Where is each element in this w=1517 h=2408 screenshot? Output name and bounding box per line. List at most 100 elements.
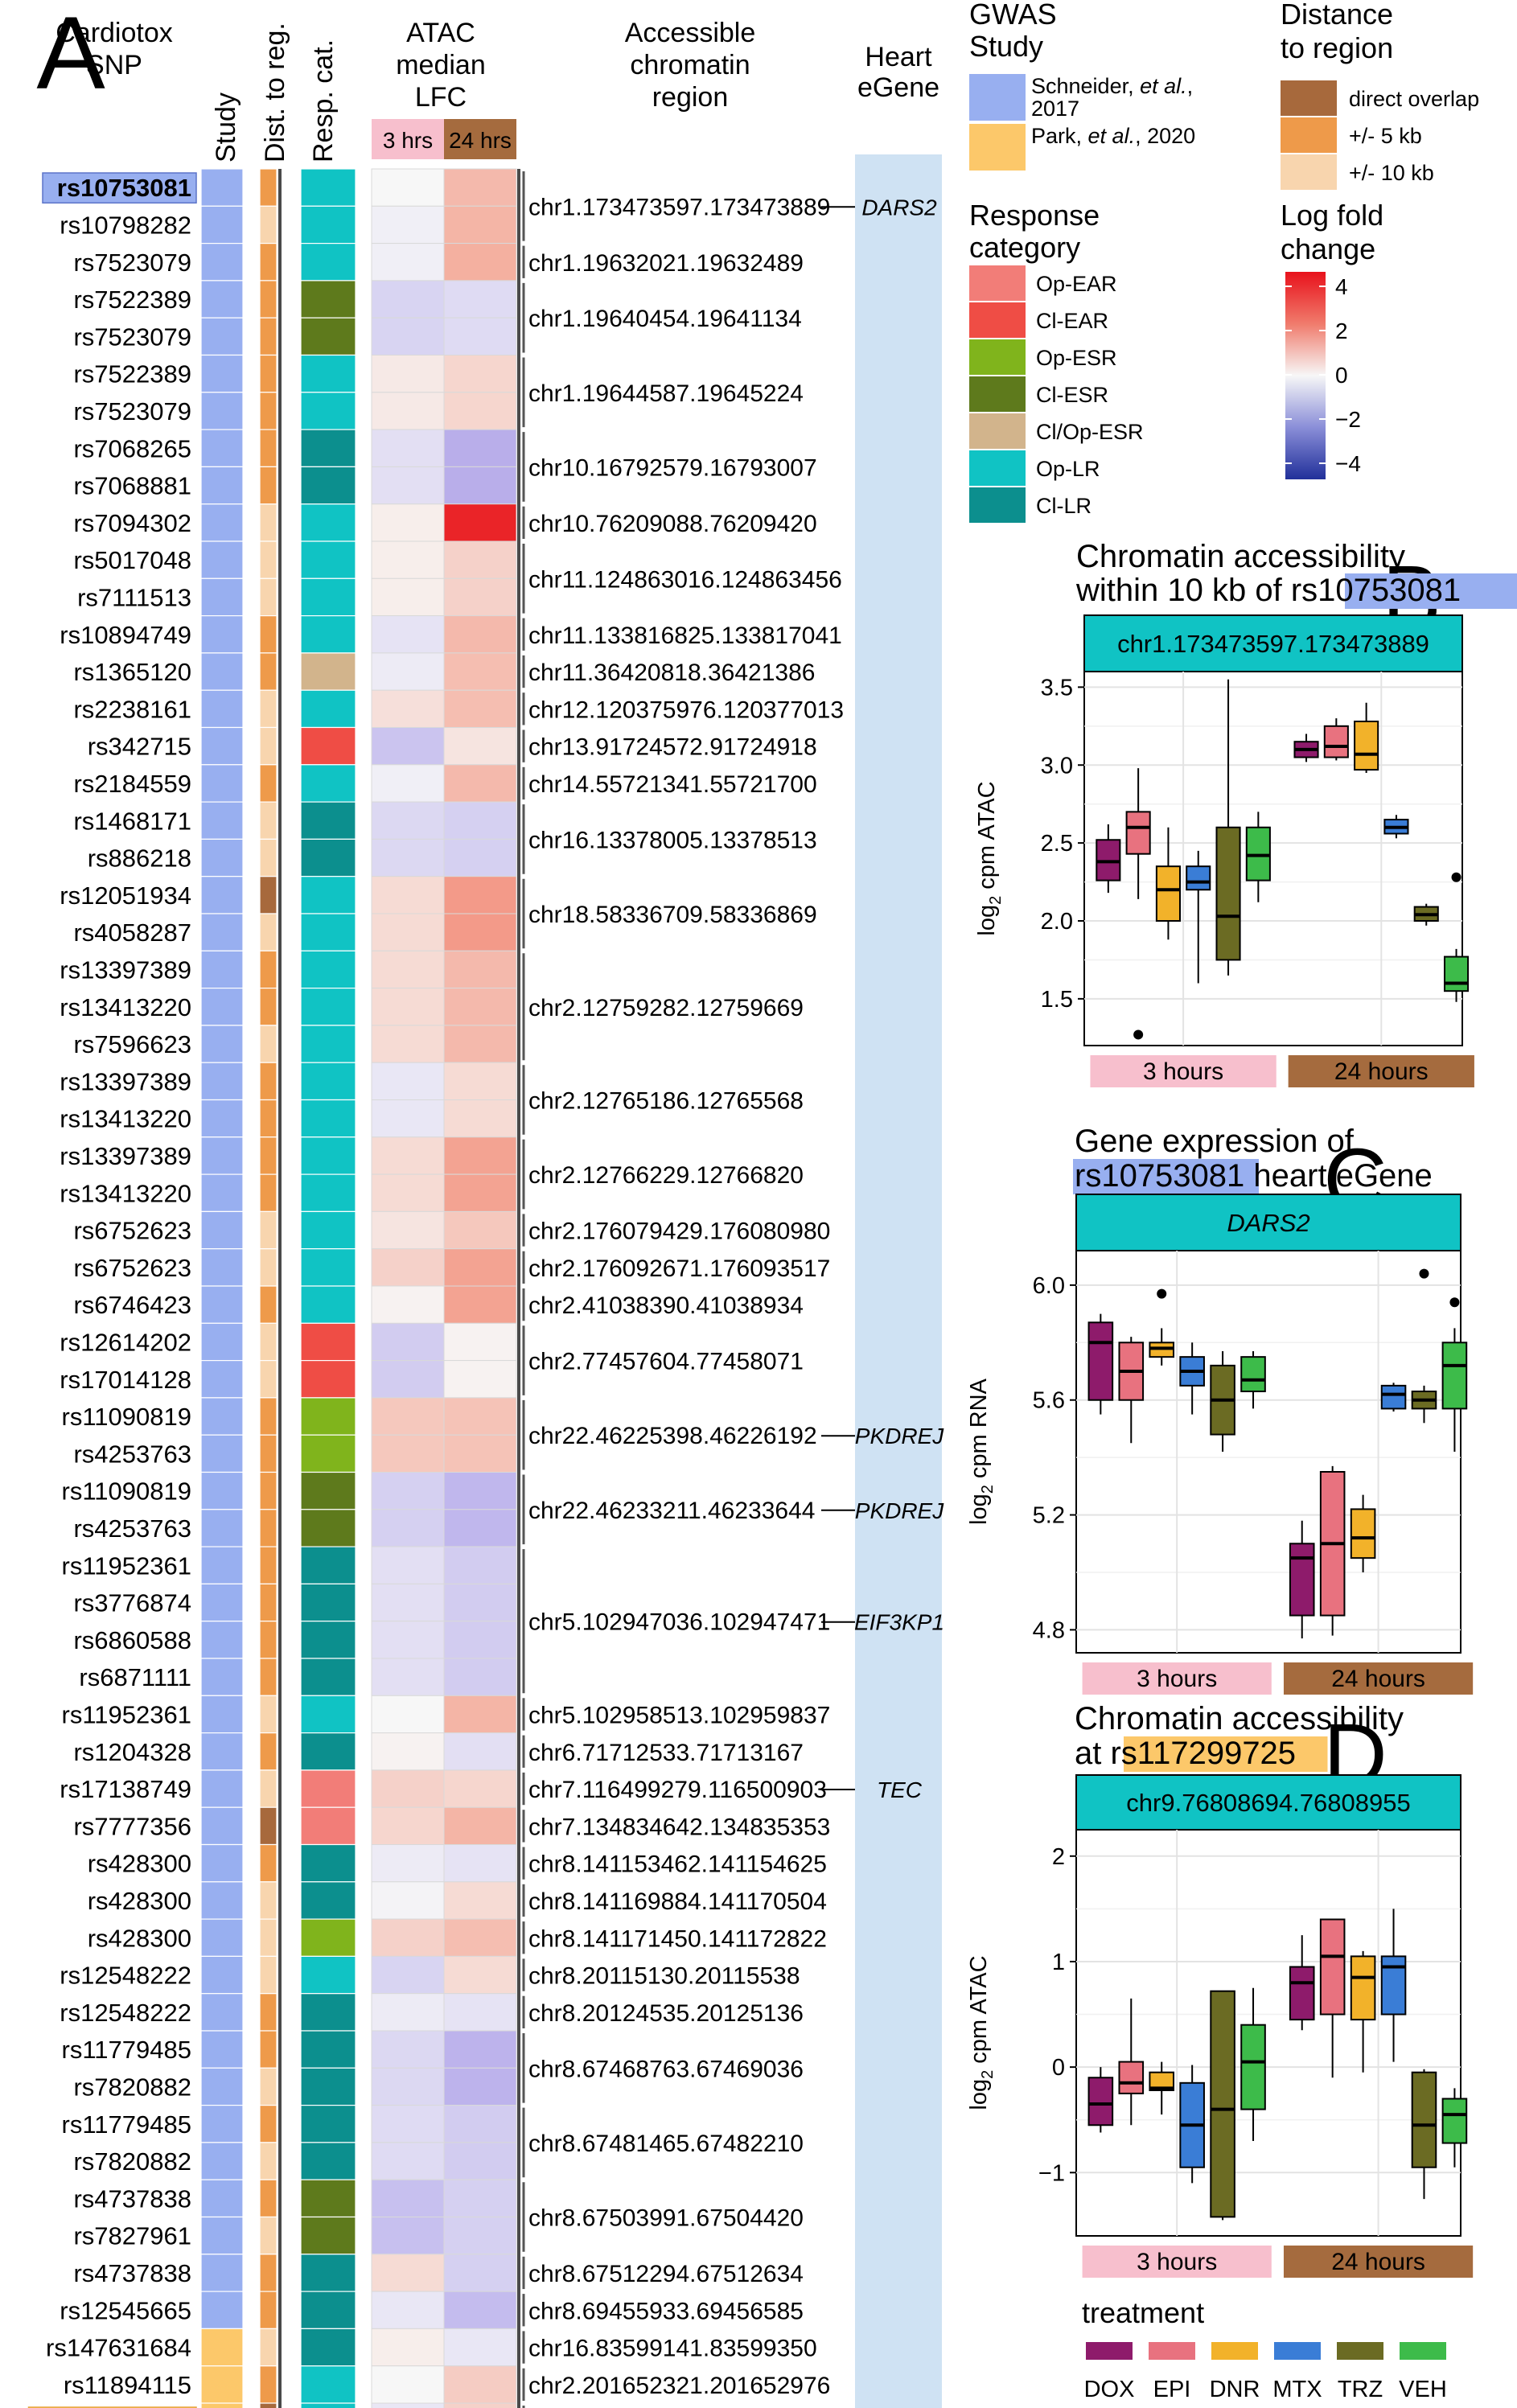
- region-label: chr1.19640454.19641134: [528, 306, 802, 332]
- legend-dist-title2: to region: [1281, 31, 1393, 64]
- study-cell: [200, 1621, 244, 1659]
- legend-lfc-title2: change: [1281, 232, 1375, 265]
- legend-gwas-label-italic: et al.: [1140, 74, 1187, 98]
- header-snp-line1: Cardiotox: [56, 18, 173, 48]
- lfc-24hrs-cell: [443, 1248, 517, 1287]
- study-cell: [200, 1285, 244, 1324]
- study-cell: [200, 2254, 244, 2292]
- response-cell: [300, 987, 356, 1026]
- lfc-3hrs-cell: [371, 1658, 445, 1696]
- response-cell: [300, 392, 356, 430]
- distance-cell: [259, 1583, 278, 1622]
- plot-area: [1075, 1829, 1462, 2237]
- lfc-3hrs-cell: [371, 913, 445, 951]
- group-label: 24 hours: [1334, 1058, 1429, 1085]
- region-label: chr22.46233211.46233644: [528, 1498, 815, 1524]
- group-strip: [1082, 1662, 1272, 1695]
- snp-label: rs12545665: [60, 2296, 191, 2324]
- lfc-3hrs-cell: [371, 1397, 445, 1436]
- y-axis-label: log2 cpm ATAC: [966, 1955, 997, 2110]
- distance-cell: [259, 540, 278, 579]
- study-cell: [200, 1769, 244, 1808]
- group-strip: [1283, 1662, 1474, 1695]
- box-dnr: [1354, 721, 1379, 771]
- response-cell: [300, 1062, 356, 1101]
- distance-cell: [259, 2030, 278, 2069]
- study-cell: [200, 876, 244, 914]
- header-3hrs: 3 hrs: [383, 128, 433, 153]
- box-dox: [1289, 1966, 1315, 2021]
- group-strip: [1283, 2246, 1474, 2278]
- distance-cell: [259, 2216, 278, 2255]
- lfc-24hrs-cell: [443, 1955, 517, 1995]
- lfc-3hrs-cell: [371, 1173, 445, 1212]
- snp-label: rs7820882: [73, 2147, 191, 2176]
- lfc-24hrs-cell: [443, 876, 517, 914]
- response-cell: [300, 577, 356, 617]
- title-highlight-bg: [1124, 1736, 1328, 1772]
- legend-resp-swatch: [969, 302, 1026, 338]
- distance-cell: [259, 1993, 278, 2032]
- study-cell: [200, 280, 244, 318]
- distance-cell: [259, 2328, 278, 2367]
- study-cell: [200, 1583, 244, 1622]
- snp-label: rs11090819: [62, 1403, 191, 1431]
- lfc-24hrs-cell: [443, 355, 517, 393]
- lfc-3hrs-cell: [371, 1099, 445, 1138]
- response-cell: [300, 1695, 356, 1734]
- response-cell: [300, 2216, 356, 2255]
- snp-label: rs3776874: [73, 1589, 191, 1617]
- lfc-24hrs-cell: [443, 1062, 517, 1100]
- treatment-legend: treatment DOX EPI DNR MTX TRZ VEH: [1082, 2296, 1447, 2402]
- distance-cell: [259, 764, 278, 803]
- snp-label: rs2238161: [73, 695, 191, 723]
- lfc-separator: [517, 169, 520, 2408]
- legend-resp-label: Op-ESR: [1036, 346, 1117, 370]
- box-veh: [1240, 1356, 1266, 1392]
- snp-label: rs13397389: [60, 1067, 191, 1095]
- region-label: chr8.67503991.67504420: [528, 2205, 804, 2232]
- lfc-24hrs-cell: [443, 577, 517, 617]
- lfc-3hrs-cell: [371, 1993, 445, 2032]
- treatment-label: DOX: [1084, 2377, 1135, 2402]
- response-cell: [300, 726, 356, 766]
- lfc-3hrs-cell: [371, 1881, 445, 1920]
- snp-label: rs10798282: [60, 211, 191, 239]
- study-cell: [200, 540, 244, 579]
- distance-cell: [259, 1210, 278, 1250]
- snp-label: rs6871111: [79, 1663, 191, 1691]
- legend-resp-title2: category: [969, 231, 1080, 264]
- snp-label: rs7827961: [73, 2222, 191, 2250]
- response-cell: [300, 1397, 356, 1436]
- lfc-3hrs-cell: [371, 205, 445, 244]
- title-highlight-bg: [1073, 1159, 1259, 1194]
- distance-cell: [259, 243, 278, 281]
- study-cell: [200, 1322, 244, 1362]
- response-cell: [300, 1248, 356, 1287]
- snp-label: rs7094302: [73, 509, 191, 537]
- legend-gwas-swatch: [969, 74, 1026, 121]
- response-cell: [300, 1658, 356, 1696]
- header-dist: Dist. to reg.: [260, 23, 290, 162]
- lfc-3hrs-cell: [371, 689, 445, 729]
- region-label: chr11.124863016.124863456: [528, 566, 842, 593]
- lfc-24hrs-cell: [443, 429, 517, 467]
- response-cell: [300, 876, 356, 914]
- lfc-3hrs-cell: [371, 2291, 445, 2329]
- lfc-3hrs-cell: [371, 540, 445, 579]
- y-axis-label: log2 cpm RNA: [966, 1378, 997, 1525]
- region-label: chr7.116499279.116500903: [528, 1777, 827, 1803]
- distance-cell: [259, 1471, 278, 1510]
- study-cell: [200, 2216, 244, 2255]
- distance-cell: [259, 1546, 278, 1584]
- facet-strip: [1083, 614, 1463, 672]
- box-dnr: [1149, 2071, 1175, 2091]
- study-cell: [200, 987, 244, 1026]
- distance-cell: [259, 1732, 278, 1771]
- response-cell: [300, 1025, 356, 1063]
- y-axis-label-log: log: [966, 2079, 992, 2110]
- box-veh: [1441, 1342, 1468, 1410]
- study-cell: [200, 1025, 244, 1063]
- legend-gwas-label-line2: 2017: [1031, 97, 1079, 121]
- lfc-24hrs-cell: [443, 317, 517, 356]
